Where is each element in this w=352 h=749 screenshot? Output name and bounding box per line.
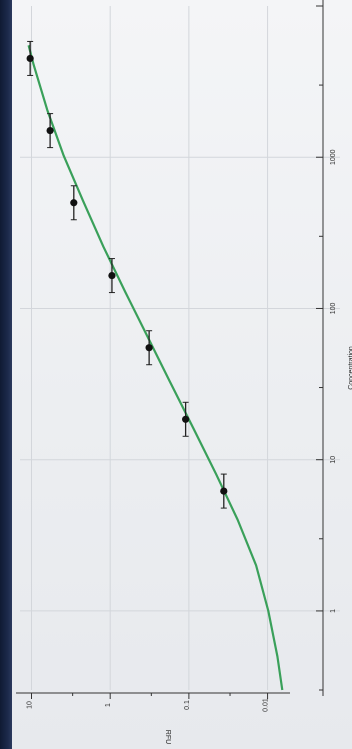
data-point-group	[108, 258, 116, 294]
data-point-group	[145, 330, 153, 366]
data-point-group	[70, 185, 78, 221]
x-tick-label: 1	[330, 609, 337, 613]
fit-curve	[27, 45, 284, 691]
paper-background	[12, 0, 352, 749]
data-point-group	[26, 40, 34, 76]
data-point-group	[182, 401, 190, 437]
y-tick-label: 0.1	[184, 700, 191, 710]
data-point-group	[220, 473, 228, 509]
data-points-layer	[26, 40, 228, 509]
axes	[16, 0, 324, 699]
y-tick-label: 1	[105, 703, 112, 707]
data-point	[46, 127, 54, 135]
y-tick-label: 10	[26, 701, 33, 709]
data-point	[26, 54, 34, 63]
data-point	[145, 344, 153, 352]
data-point	[70, 199, 78, 207]
fit-curve-layer	[27, 45, 284, 691]
data-point-group	[46, 113, 54, 149]
labels-layer: 1 10 100 1000 10 1 0.1 0.01 Concentration RFU	[26, 149, 352, 744]
x-tick-label: 100	[330, 303, 337, 315]
data-point	[182, 415, 190, 423]
data-point	[220, 487, 228, 495]
y-tick-label: 0.01	[263, 698, 270, 712]
page-edge-shadow	[0, 0, 12, 749]
y-axis-title: RFU	[164, 730, 171, 744]
x-tick-label: 10	[330, 456, 337, 464]
x-axis-title: Concentration	[348, 346, 352, 390]
data-point	[108, 271, 116, 280]
x-tick-label: 1000	[330, 149, 337, 165]
grid-lines	[20, 6, 340, 690]
